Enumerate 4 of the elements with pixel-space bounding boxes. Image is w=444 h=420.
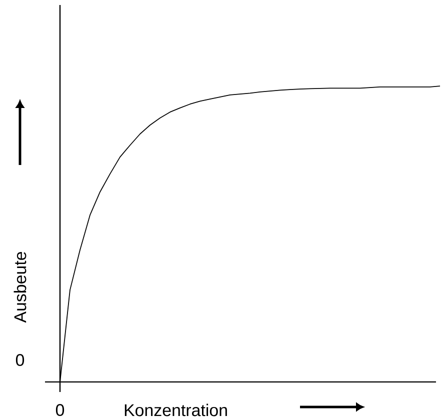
- y-axis-title: Ausbeute: [14, 252, 26, 323]
- text: 0: [56, 404, 64, 416]
- x-axis-title: Konzentration: [124, 404, 227, 416]
- text: 0: [16, 354, 24, 366]
